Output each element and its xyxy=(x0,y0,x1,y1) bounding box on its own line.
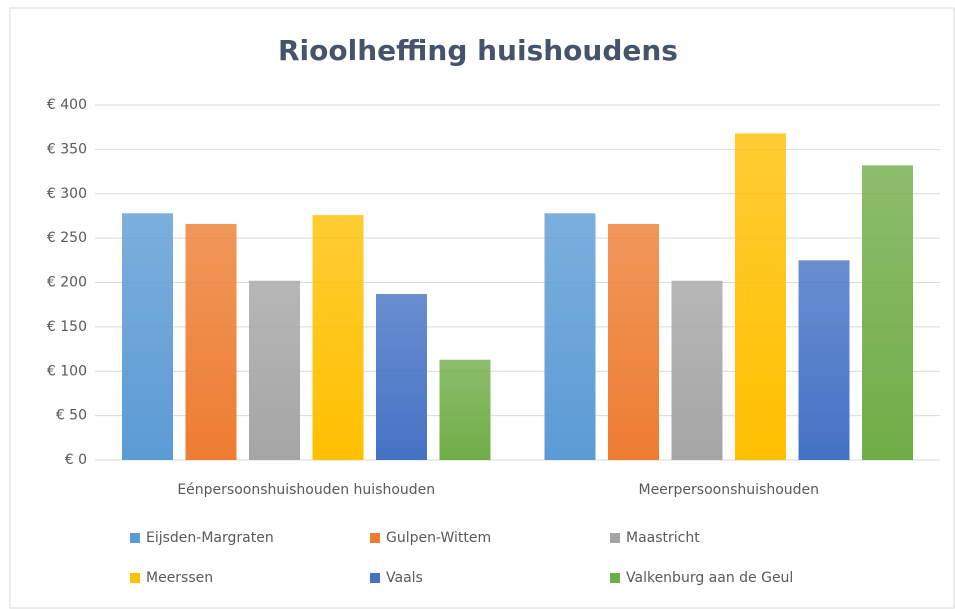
bar xyxy=(439,359,491,460)
y-tick-label: € 250 xyxy=(47,230,87,246)
chart-title: Rioolheffing huishoudens xyxy=(278,34,678,67)
x-tick-label: Eénpersoonshuishouden huishouden xyxy=(177,482,435,498)
bar xyxy=(312,215,364,460)
y-tick-label: € 350 xyxy=(47,141,87,157)
bar xyxy=(122,213,173,460)
legend-label: Meerssen xyxy=(146,570,213,586)
bar xyxy=(671,280,723,460)
bar xyxy=(862,165,913,460)
legend-swatch xyxy=(610,533,620,543)
x-tick-label: Meerpersoonshuishouden xyxy=(638,482,819,498)
bar xyxy=(608,223,659,460)
y-tick-label: € 50 xyxy=(56,408,87,424)
bar xyxy=(544,213,596,460)
legend-swatch xyxy=(130,533,140,543)
y-tick-label: € 200 xyxy=(47,275,87,291)
legend-label: Gulpen-Wittem xyxy=(386,530,491,546)
bar xyxy=(735,133,786,460)
bar xyxy=(376,294,427,460)
bar xyxy=(185,223,237,460)
legend-swatch xyxy=(130,573,140,583)
y-tick-label: € 400 xyxy=(47,97,87,113)
bar xyxy=(798,260,850,460)
legend-swatch xyxy=(370,573,380,583)
legend-label: Vaals xyxy=(386,570,423,586)
y-tick-label: € 100 xyxy=(47,363,87,379)
y-tick-label: € 150 xyxy=(47,319,87,335)
y-tick-label: € 0 xyxy=(65,452,87,468)
bar xyxy=(249,280,300,460)
legend-label: Eijsden-Margraten xyxy=(146,530,274,546)
legend-swatch xyxy=(370,533,380,543)
y-tick-label: € 300 xyxy=(47,186,87,202)
legend-swatch xyxy=(610,573,620,583)
legend-label: Maastricht xyxy=(626,530,700,546)
legend-label: Valkenburg aan de Geul xyxy=(626,570,793,586)
